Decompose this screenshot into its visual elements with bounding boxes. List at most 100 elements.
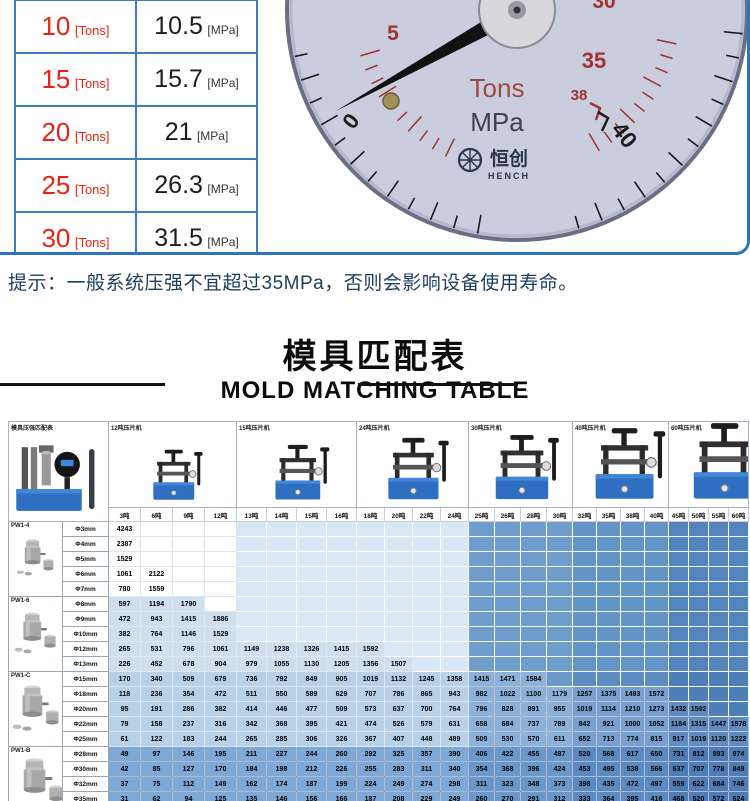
empty-cell [384,581,413,597]
pressure-value-cell: 477 [296,701,327,717]
mold-diameter-cell: Φ22mm [62,716,109,732]
pressure-value-cell: 286 [172,701,205,717]
empty-cell [236,536,267,552]
pressure-value-cell: 520 [688,791,709,801]
pressure-value-cell: 424 [546,761,573,777]
pressure-value-cell: 489 [440,731,469,747]
mold-diameter-cell: Φ12mm [62,641,109,657]
empty-cell [468,596,495,612]
pressure-value-cell: 1146 [172,626,205,642]
pressure-value-cell: 183 [172,731,205,747]
pressure-value-cell: 208 [384,791,413,801]
pressure-value-cell: 468 [668,791,689,801]
empty-cell [412,596,441,612]
gauge-label-30: 30 [592,0,615,13]
pressure-value-cell: 4243 [108,521,141,537]
pressure-value-cell: 31 [108,791,141,801]
mold-diameter-cell: Φ7mm [62,581,109,597]
tons-cell: 20 [Tons] [14,105,137,160]
empty-cell [494,611,521,627]
corner-cell: 模具压强匹配表 [8,421,109,522]
pressure-value-cell: 237 [172,716,205,732]
mold-matching-table: 模具压强匹配表 12吨压片机 15吨压片机 24吨压片机 30吨压片机 40吨压… [8,421,749,801]
pressure-value-cell: 406 [468,746,495,762]
top-section: 5 0 30 35 38 40 Tons MPa 恒创 HENCH [0,0,750,255]
empty-cell [688,656,709,672]
mold-model-label: PW1-6 [11,598,30,604]
mold-diameter-cell: Φ13mm [62,656,109,672]
empty-cell [412,626,441,642]
pressure-value-cell: 1375 [596,686,621,702]
mpa-cell: 15.7 [MPa] [135,52,258,107]
empty-cell [356,596,385,612]
mpa-cell: 31.5 [MPa] [135,211,258,252]
pressure-value-cell: 255 [356,761,385,777]
pressure-value-cell: 955 [546,701,573,717]
pressure-value-cell: 79 [108,716,141,732]
machine-header-4: 30吨压片机 [468,421,573,508]
pressure-value-cell: 764 [440,701,469,717]
tonnage-header-cell: 60吨 [728,507,749,522]
empty-cell [494,536,521,552]
pressure-value-cell: 736 [236,671,267,687]
pressure-value-cell: 364 [596,791,621,801]
empty-cell [494,656,521,672]
tonnage-header-cell: 15吨 [296,507,327,522]
pressure-value-cell: 1415 [172,611,205,627]
pressure-value-cell: 226 [108,656,141,672]
empty-cell [412,641,441,657]
pressure-value-cell: 1592 [356,641,385,657]
pressure-value-cell: 1790 [172,596,205,612]
pressure-value-cell: 637 [668,761,689,777]
pressure-value-cell: 497 [644,776,669,792]
tonnage-header-cell: 6吨 [140,507,173,522]
empty-cell [620,596,645,612]
empty-cell [140,536,173,552]
pressure-value-cell: 348 [520,776,547,792]
pressure-value-cell: 774 [620,731,645,747]
empty-cell [412,551,441,567]
mold-diameter-cell: Φ20mm [62,701,109,717]
mold-model-cell: PW1-C [8,671,63,747]
empty-cell [266,566,297,582]
empty-cell [708,566,729,582]
pressure-value-cell: 746 [728,776,749,792]
pressure-value-cell: 174 [266,776,297,792]
pressure-value-cell: 1205 [326,656,357,672]
pressure-value-cell: 559 [668,776,689,792]
pressure-value-cell: 796 [468,701,495,717]
pressure-value-cell: 796 [172,641,205,657]
pressure-value-cell: 731 [668,746,689,762]
empty-cell [356,611,385,627]
empty-cell [596,521,621,537]
pressure-value-cell: 283 [384,761,413,777]
pressure-value-cell: 368 [266,716,297,732]
empty-cell [644,536,669,552]
machine-header-3: 24吨压片机 [356,421,469,508]
empty-cell [668,551,689,567]
empty-cell [546,551,573,567]
empty-cell [520,536,547,552]
pressure-value-cell: 974 [728,746,749,762]
pressure-table: 10 [Tons] 10.5 [MPa] 15 [Tons] 15.7 [MPa] 20… [14,0,258,252]
empty-cell [236,551,267,567]
pressure-value-cell: 244 [204,731,237,747]
pressure-value-cell: 94 [172,791,205,801]
pressure-value-cell: 1245 [412,671,441,687]
empty-cell [440,551,469,567]
empty-cell [296,611,327,627]
pressure-value-cell: 42 [108,761,141,777]
pressure-value-cell: 678 [172,656,205,672]
mold-section-4: PW1-B Φ28mm 49 97 146 195 211 227 244 260 292 325 3… [8,746,749,801]
pressure-value-cell: 520 [572,746,597,762]
pressure-value-cell: 414 [236,701,267,717]
empty-cell [326,581,357,597]
pressure-value-cell: 357 [412,746,441,762]
pressure-value-cell: 1447 [708,716,729,732]
pressure-value-cell: 226 [326,761,357,777]
pressure-value-cell: 1507 [384,656,413,672]
mold-row: Φ4mm 2387 [9,536,749,552]
mold-diameter-cell: Φ15mm [62,671,109,687]
pressure-value-cell: 891 [520,701,547,717]
pressure-value-cell: 122 [140,731,173,747]
